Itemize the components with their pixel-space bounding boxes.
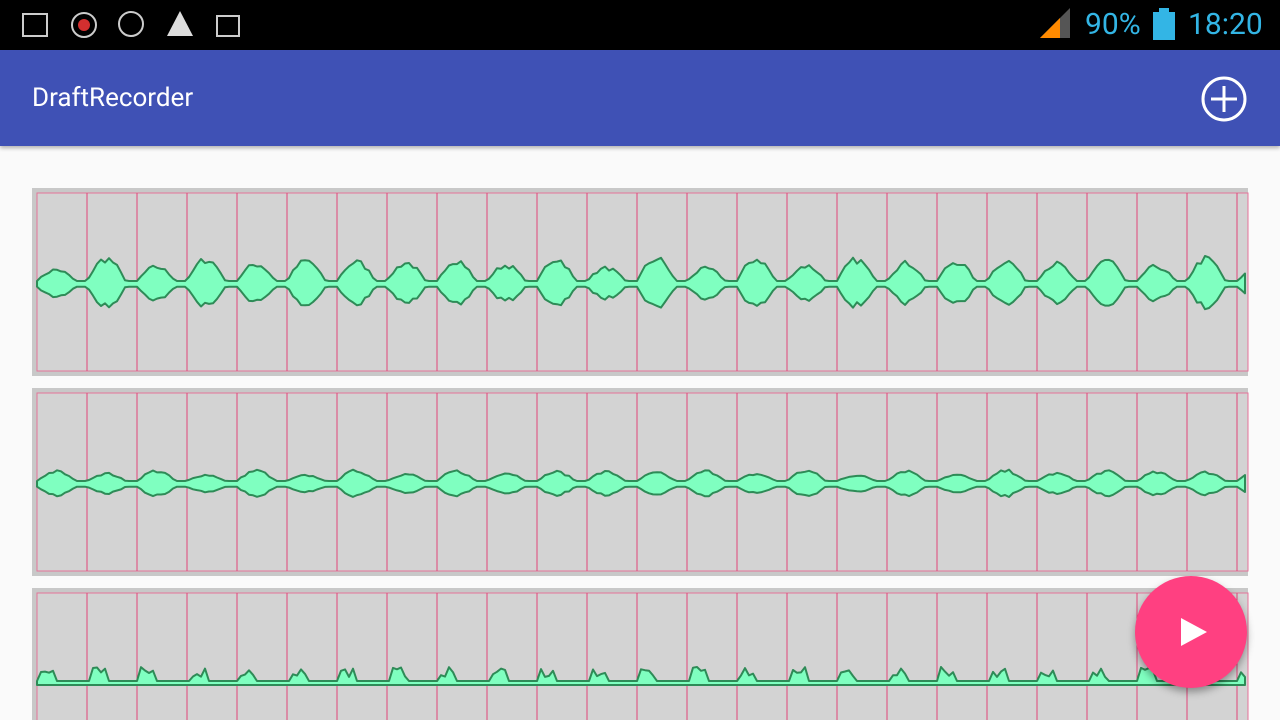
add-circle: [1201, 76, 1247, 122]
battery-icon: [1153, 12, 1175, 40]
add-button[interactable]: [1200, 76, 1248, 124]
task-icon: [216, 15, 240, 37]
waveform: [36, 255, 1246, 311]
signal-level: [1040, 18, 1060, 38]
record-dot: [78, 19, 90, 31]
play-button[interactable]: [1135, 576, 1247, 688]
battery-cap: [1159, 8, 1169, 12]
clock: 18:20: [1188, 7, 1263, 42]
track-area: [36, 592, 1249, 720]
app-bar: DraftRecorder: [0, 50, 1280, 146]
status-bar: 90% 18:20: [0, 0, 1280, 50]
waveform: [36, 468, 1246, 498]
waveform: [36, 666, 1246, 686]
battery-level: 90%: [1085, 7, 1141, 42]
status-icons: [22, 8, 1175, 40]
viber-icon: [118, 11, 144, 37]
record-icon: [71, 12, 97, 38]
play-triangle: [1181, 618, 1207, 646]
gallery-icon: [22, 13, 48, 37]
track-list: [32, 188, 1249, 720]
add-plus: [1211, 86, 1237, 112]
warning-icon: [167, 11, 193, 36]
app-title: DraftRecorder: [32, 83, 194, 113]
play-icon: [1181, 618, 1207, 646]
